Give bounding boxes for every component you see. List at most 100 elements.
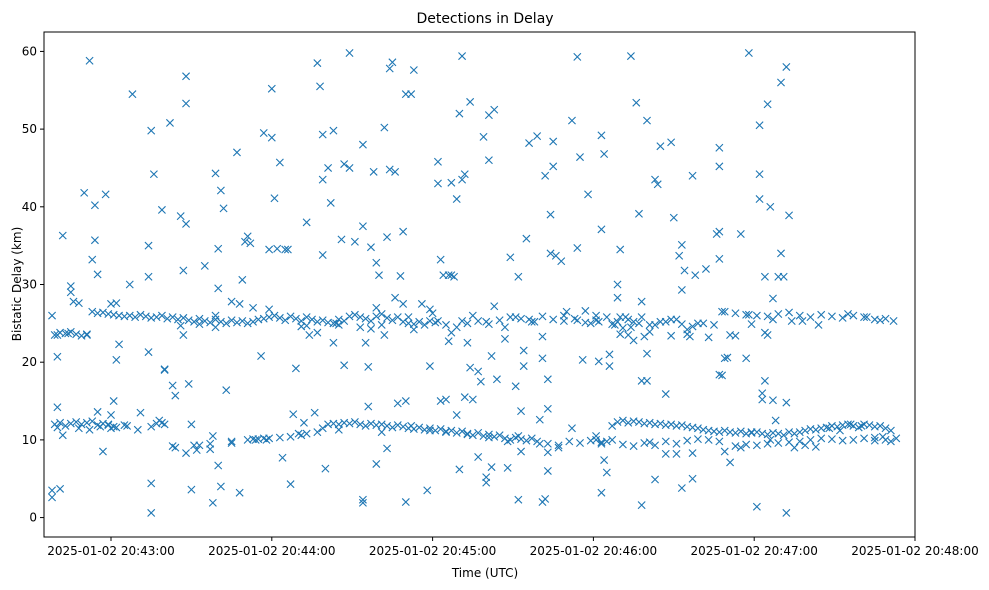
data-point-scattered — [358, 495, 367, 504]
data-point-scattered — [332, 319, 341, 328]
data-point-scattered — [782, 62, 791, 71]
data-point-scattered — [214, 461, 223, 470]
data-point-track-lower — [286, 432, 295, 441]
data-point-track-lower — [838, 436, 847, 445]
data-point-track-lower — [688, 449, 697, 458]
data-point-scattered — [436, 397, 445, 406]
data-point-scattered — [785, 211, 794, 220]
data-point-track-lower — [790, 429, 799, 438]
data-point-track-upper — [270, 311, 279, 320]
data-point-scattered — [222, 386, 231, 395]
data-point-scattered — [530, 317, 539, 326]
data-point-scattered — [538, 332, 547, 341]
data-point-track-lower — [182, 449, 191, 458]
data-point-scattered — [340, 361, 349, 370]
data-point-track-upper — [136, 310, 145, 319]
data-point-scattered — [299, 418, 308, 427]
data-point-scattered — [324, 163, 333, 172]
data-point-track-lower — [88, 417, 97, 426]
data-point-scattered — [637, 297, 646, 306]
data-point-scattered — [651, 475, 660, 484]
data-point-scattered — [605, 362, 614, 371]
data-point-scattered — [409, 66, 418, 75]
data-point-track-lower — [846, 420, 855, 429]
data-point-track-lower — [350, 418, 359, 427]
data-point-scattered — [361, 338, 370, 347]
data-point-scattered — [160, 365, 169, 374]
data-point-scattered — [329, 338, 338, 347]
data-point-scattered — [249, 303, 258, 312]
data-point-scattered — [372, 459, 381, 468]
data-point-track-lower — [742, 440, 751, 449]
data-point-scattered — [597, 131, 606, 140]
data-point-track-lower — [774, 439, 783, 447]
data-point-track-lower — [527, 434, 536, 443]
data-point-track-lower — [592, 435, 601, 444]
data-point-scattered — [80, 188, 89, 197]
data-point-scattered — [616, 330, 625, 339]
data-point-scattered — [771, 416, 780, 425]
data-point-scattered — [632, 98, 641, 107]
x-tick-label: 2025-01-02 20:47:00 — [690, 544, 817, 558]
data-point-scattered — [82, 331, 91, 339]
data-point-track-upper — [838, 313, 847, 322]
data-point-track-upper — [179, 331, 188, 339]
data-point-track-lower — [74, 424, 83, 433]
data-point-scattered — [458, 317, 467, 326]
data-point-track-upper — [495, 316, 504, 325]
data-point-track-upper — [795, 311, 804, 320]
data-point-scattered — [265, 245, 274, 254]
data-point-scattered — [476, 377, 485, 386]
data-point-scattered — [613, 293, 622, 302]
data-point-scattered — [522, 234, 531, 243]
data-point-scattered — [433, 179, 442, 188]
data-point-scattered — [372, 258, 381, 267]
data-point-track-lower — [77, 420, 86, 429]
data-point-track-upper — [98, 308, 107, 317]
data-point-scattered — [608, 320, 617, 329]
data-point-track-upper — [238, 317, 247, 326]
data-point-track-upper — [184, 316, 193, 325]
data-point-track-lower — [361, 421, 370, 430]
data-point-scattered — [214, 284, 223, 293]
x-tick-label: 2025-01-02 20:44:00 — [208, 544, 335, 558]
data-point-track-lower — [123, 421, 132, 430]
data-point-scattered — [238, 275, 247, 284]
data-point-track-lower — [313, 428, 322, 437]
data-point-scattered — [294, 429, 303, 438]
data-point-track-upper — [291, 314, 300, 323]
data-point-track-upper — [308, 315, 316, 324]
data-point-track-lower — [495, 431, 504, 440]
data-point-scattered — [543, 466, 552, 475]
data-point-track-upper — [844, 310, 852, 319]
data-point-scattered — [69, 297, 78, 306]
data-point-scattered — [112, 299, 121, 308]
data-point-scattered — [519, 346, 528, 355]
data-point-track-upper — [881, 314, 890, 323]
data-point-track-upper — [163, 314, 172, 323]
data-point-track-upper — [442, 320, 450, 329]
data-point-scattered — [147, 508, 156, 517]
data-point-scattered — [742, 354, 751, 363]
data-point-scattered — [736, 230, 745, 238]
data-point-track-lower — [645, 438, 654, 447]
data-point-scattered — [651, 175, 660, 184]
data-point-scattered — [643, 349, 651, 358]
data-point-scattered — [184, 379, 193, 388]
data-point-track-upper — [468, 311, 477, 320]
data-point-track-upper — [672, 315, 681, 324]
data-point-track-upper — [356, 313, 365, 322]
data-point-scattered — [768, 294, 777, 303]
data-point-track-upper — [511, 313, 520, 322]
data-point-track-upper — [538, 312, 547, 321]
data-point-scattered — [316, 82, 325, 91]
data-point-scattered — [782, 508, 791, 517]
data-point-scattered — [88, 255, 97, 264]
data-point-scattered — [460, 170, 469, 179]
data-point-track-lower — [399, 422, 408, 431]
data-point-scattered — [444, 271, 453, 280]
data-point-scattered — [474, 367, 483, 376]
data-point-scattered — [605, 350, 614, 359]
data-point-track-lower — [849, 435, 858, 444]
data-point-track-upper — [814, 320, 823, 329]
